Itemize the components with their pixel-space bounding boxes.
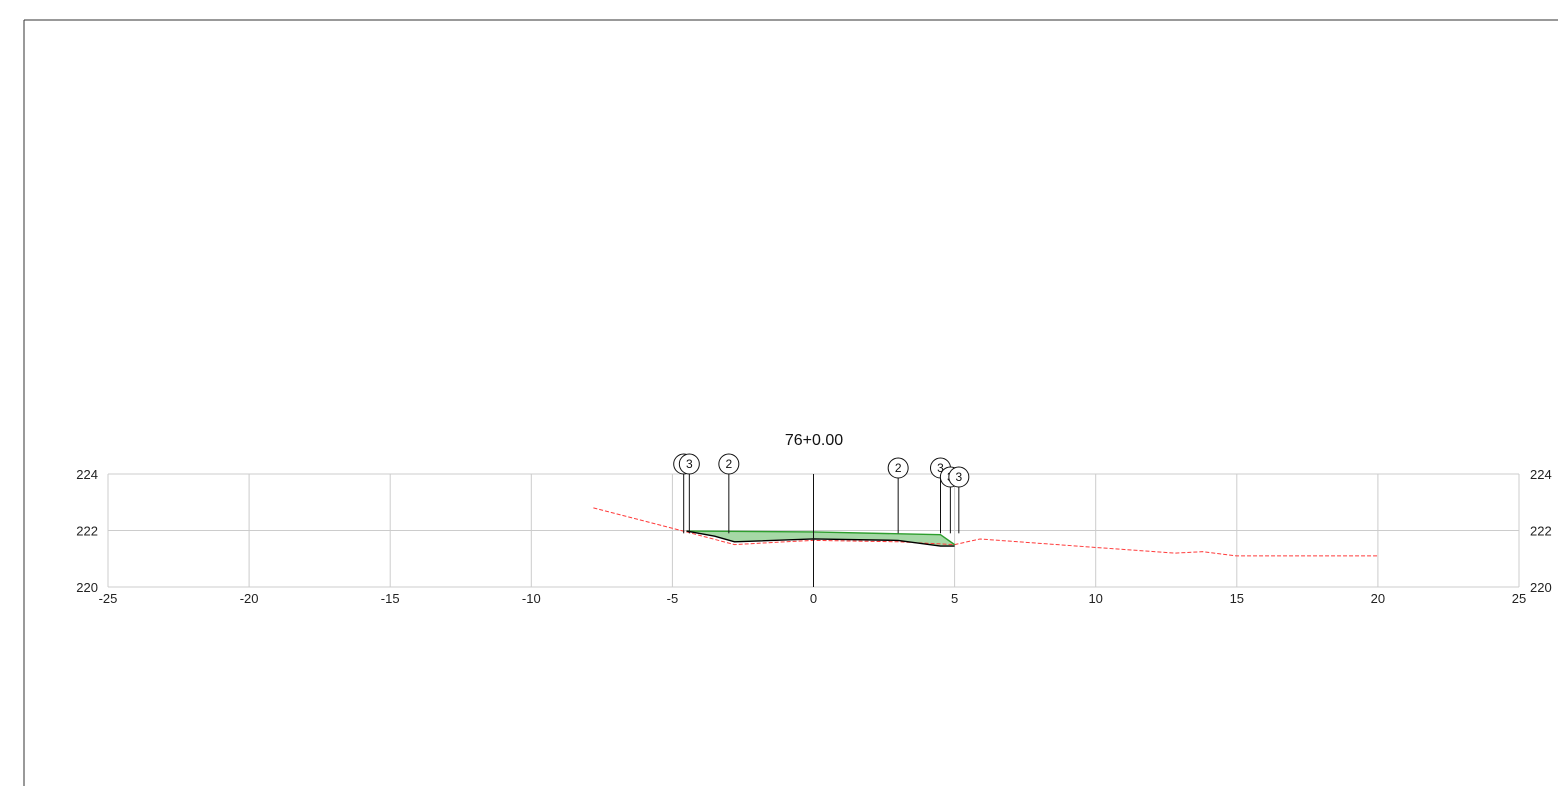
callout-label: 2: [725, 457, 732, 471]
y-tick-label-left: 220: [76, 580, 98, 595]
x-tick-label: 10: [1088, 591, 1102, 606]
x-tick-label: 0: [810, 591, 817, 606]
x-tick-label: 25: [1512, 591, 1526, 606]
plot-axes: -25 -20 -15 -10 -5 0 5 10 15 20 25 220 220 222 222 224 2…: [76, 467, 1551, 606]
x-tick-label: -20: [240, 591, 259, 606]
callout-label: 3: [937, 461, 944, 475]
callout-circle: [948, 466, 970, 488]
x-tick-label: -5: [667, 591, 679, 606]
x-tick-label: 5: [951, 591, 958, 606]
y-tick-label-right: 220: [1530, 580, 1552, 595]
callout-circle: [718, 453, 740, 475]
callout-label: 3: [955, 470, 962, 484]
callout-label: 3: [686, 457, 693, 471]
x-tick-label: 20: [1371, 591, 1385, 606]
x-tick-label: -15: [381, 591, 400, 606]
callout-label: 2: [895, 461, 902, 475]
callout-circle: [678, 453, 700, 475]
x-tick-label: -25: [99, 591, 118, 606]
x-tick-label: -10: [522, 591, 541, 606]
series-line: [686, 530, 956, 546]
y-tick-label-right: 224: [1530, 467, 1552, 482]
callout-circle: [887, 457, 909, 479]
callout-layer: 3322333: [673, 453, 970, 534]
y-tick-label-right: 222: [1530, 524, 1552, 539]
y-tick-label-left: 224: [76, 467, 98, 482]
station-title: 76+0.00: [785, 432, 843, 449]
y-tick-label-left: 222: [76, 524, 98, 539]
x-tick-label: 15: [1230, 591, 1244, 606]
series-layer: [593, 507, 1378, 557]
